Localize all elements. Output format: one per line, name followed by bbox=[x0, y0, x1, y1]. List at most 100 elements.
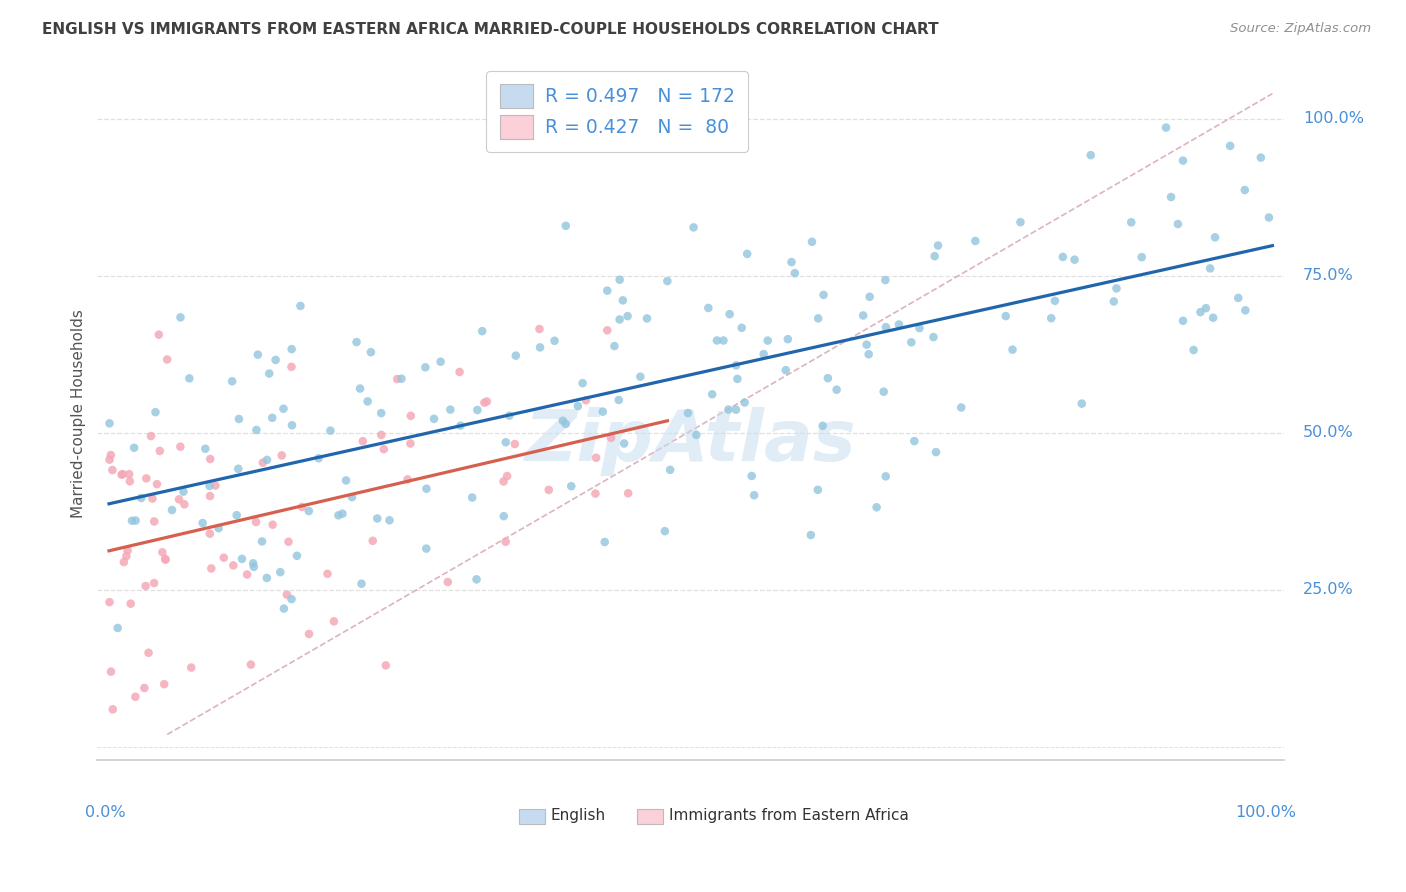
Point bbox=[156, 352, 179, 367]
Point bbox=[349, 382, 371, 396]
Point bbox=[965, 234, 987, 248]
Point bbox=[585, 450, 607, 465]
Point bbox=[257, 367, 280, 381]
Point bbox=[1043, 293, 1066, 308]
Point bbox=[245, 515, 267, 529]
Point bbox=[855, 337, 877, 351]
Point bbox=[596, 284, 619, 298]
Point bbox=[924, 249, 946, 263]
Point bbox=[179, 371, 201, 385]
Point bbox=[173, 497, 195, 511]
Point bbox=[1219, 139, 1241, 153]
Point bbox=[250, 534, 273, 549]
Point bbox=[571, 376, 593, 391]
Point bbox=[111, 467, 134, 482]
Point bbox=[415, 541, 437, 556]
Point bbox=[280, 592, 302, 607]
Point bbox=[734, 395, 756, 409]
Point bbox=[436, 574, 458, 589]
Point bbox=[370, 406, 392, 420]
Point bbox=[852, 309, 875, 323]
Point bbox=[243, 560, 266, 574]
Point bbox=[298, 627, 321, 641]
Point bbox=[160, 503, 183, 517]
Point bbox=[994, 309, 1017, 323]
Point bbox=[124, 690, 146, 704]
Point bbox=[352, 434, 374, 449]
Point bbox=[335, 474, 357, 488]
Point bbox=[1171, 314, 1194, 328]
Point bbox=[366, 511, 388, 525]
Point bbox=[609, 273, 631, 287]
Point bbox=[280, 342, 302, 356]
Point bbox=[226, 462, 249, 476]
Text: Source: ZipAtlas.com: Source: ZipAtlas.com bbox=[1230, 22, 1371, 36]
Point bbox=[592, 404, 614, 418]
Point bbox=[245, 423, 267, 437]
Point bbox=[350, 576, 373, 591]
Point bbox=[529, 340, 551, 354]
Point bbox=[319, 424, 342, 438]
Text: 0.0%: 0.0% bbox=[86, 805, 127, 820]
Point bbox=[498, 409, 520, 423]
Point bbox=[361, 533, 384, 548]
Point bbox=[101, 702, 124, 716]
Point bbox=[129, 491, 152, 505]
Point bbox=[756, 334, 779, 348]
Point bbox=[593, 535, 616, 549]
Point bbox=[628, 369, 651, 384]
Point bbox=[281, 418, 304, 433]
Point bbox=[495, 534, 517, 549]
Point bbox=[657, 274, 679, 288]
Point bbox=[825, 383, 848, 397]
Point bbox=[1102, 294, 1125, 309]
Point bbox=[752, 347, 775, 361]
Point bbox=[450, 418, 472, 433]
Point bbox=[246, 348, 269, 362]
Point bbox=[169, 440, 191, 454]
Point bbox=[676, 406, 699, 420]
Point bbox=[583, 486, 606, 500]
Point bbox=[859, 290, 882, 304]
Point bbox=[200, 452, 222, 467]
Text: 75.0%: 75.0% bbox=[1303, 268, 1354, 284]
FancyBboxPatch shape bbox=[637, 809, 664, 824]
Point bbox=[98, 595, 121, 609]
Y-axis label: Married-couple Households: Married-couple Households bbox=[72, 310, 86, 518]
Point bbox=[399, 436, 422, 450]
Point bbox=[1010, 215, 1032, 229]
Point bbox=[1189, 305, 1212, 319]
Point bbox=[100, 665, 122, 679]
Text: ENGLISH VS IMMIGRANTS FROM EASTERN AFRICA MARRIED-COUPLE HOUSEHOLDS CORRELATION : ENGLISH VS IMMIGRANTS FROM EASTERN AFRIC… bbox=[42, 22, 939, 37]
Point bbox=[378, 513, 401, 527]
Point bbox=[256, 571, 278, 585]
Point bbox=[800, 528, 823, 542]
Point bbox=[697, 301, 720, 315]
Point bbox=[741, 469, 763, 483]
Point bbox=[475, 394, 498, 409]
Point bbox=[873, 384, 896, 399]
Point bbox=[322, 615, 344, 629]
Point bbox=[1040, 311, 1063, 326]
Point bbox=[387, 372, 409, 386]
Point bbox=[135, 471, 157, 485]
Point bbox=[903, 434, 925, 448]
Point bbox=[112, 555, 135, 569]
Point bbox=[204, 478, 226, 492]
Point bbox=[356, 394, 378, 409]
Point bbox=[207, 521, 229, 535]
Point bbox=[370, 428, 392, 442]
Point bbox=[134, 681, 156, 695]
Point bbox=[875, 320, 897, 334]
Point bbox=[900, 335, 922, 350]
Point bbox=[659, 463, 682, 477]
Point bbox=[198, 489, 221, 503]
Point bbox=[467, 403, 489, 417]
Point bbox=[236, 567, 259, 582]
Point bbox=[1258, 211, 1281, 225]
Legend: R = 0.497   N = 172, R = 0.427   N =  80: R = 0.497 N = 172, R = 0.427 N = 80 bbox=[486, 71, 748, 152]
Point bbox=[328, 508, 350, 523]
Point bbox=[120, 597, 142, 611]
Point bbox=[269, 565, 291, 579]
Point bbox=[290, 299, 312, 313]
